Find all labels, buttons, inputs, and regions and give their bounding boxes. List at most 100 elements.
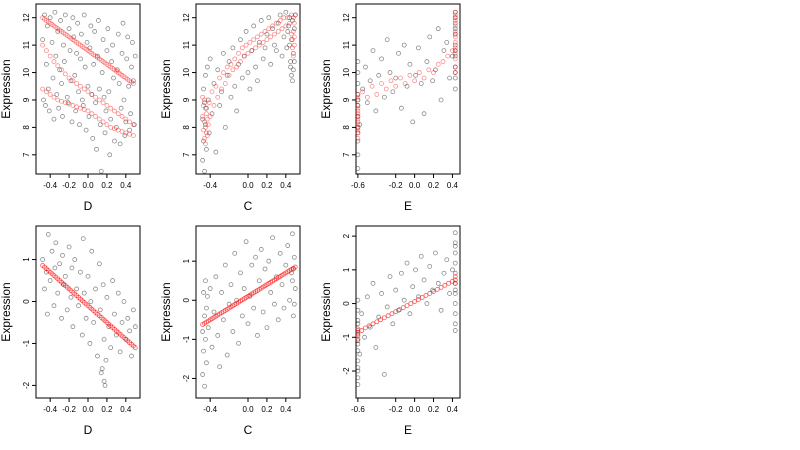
y-axis-title: Expression [0,59,13,118]
observed-point [55,290,61,296]
fitted-point [268,34,274,40]
observed-point [290,78,295,84]
fitted-point [78,105,83,111]
observed-point [97,122,103,128]
observed-point [217,364,223,370]
panel-3: 7 8 9 10 11 12 -0.6 -0.2 0.0 0.2 0.4 E Expression [319,3,461,213]
observed-point [264,31,270,37]
observed-point [452,321,458,327]
fitted-point [253,45,258,51]
observed-point [355,103,361,108]
observed-point [288,64,293,70]
observed-point [355,341,361,347]
fitted-point [55,26,61,32]
observed-point [285,243,291,248]
fitted-point [258,31,264,37]
fitted-point [130,81,136,86]
y-tick-label: 0 [22,299,31,304]
fitted-point [40,42,46,48]
observed-point [122,133,128,139]
fitted-point [452,12,458,18]
fitted-point [393,309,399,315]
observed-point [291,301,297,307]
fitted-point [89,111,95,117]
observed-point [260,309,266,315]
fitted-point [290,37,295,43]
observed-point [121,97,127,103]
fitted-point [130,122,136,128]
observed-point [66,26,72,32]
observed-point [85,83,91,89]
fitted-point [385,313,391,319]
fitted-point [355,119,361,125]
fitted-point [290,15,296,21]
fitted-point [355,111,361,117]
fitted-point [47,92,53,97]
observed-point [355,382,361,387]
observed-point [452,64,458,70]
fitted-point [89,92,95,97]
observed-point [363,64,368,70]
fitted-point [74,104,80,110]
observed-point [61,59,67,64]
observed-point [126,83,132,89]
observed-point [283,9,289,15]
observed-point [203,360,209,366]
observed-point [132,324,138,330]
fitted-point [445,53,451,59]
x-axis: -0.6 -0.2 0.0 0.2 0.4 [351,174,459,190]
fitted-point [247,39,253,45]
fitted-point [355,122,361,128]
y-axis: -2 -1 0 1 [182,258,196,382]
observed-point [398,105,404,111]
observed-point [285,29,291,34]
observed-point [415,45,421,51]
observed-point [79,97,85,103]
observed-point [74,50,80,56]
fitted-point [44,89,49,95]
x-axis-title: C [244,199,253,213]
observed-point [114,67,120,73]
observed-point [255,78,260,84]
observed-point [452,311,458,317]
observed-point [433,67,438,73]
observed-point [204,293,210,299]
fitted-point [381,315,387,321]
panel-5: -2 -1 0 1 -0.4 0.0 0.2 0.4 C Expression [159,225,301,437]
observed-point [421,111,427,117]
x-tick-label: 0.2 [261,405,273,414]
fitted-point [355,94,361,100]
fitted-point [203,111,209,117]
fitted-point [452,70,458,75]
fitted-point [366,323,372,329]
y-tick-label: -2 [342,367,351,375]
fitted-point [232,56,238,62]
fitted-point [45,19,51,25]
observed-point [110,42,115,48]
observed-point [119,50,125,56]
observed-point [49,248,55,254]
observed-point [115,31,121,37]
fitted-point [289,12,294,18]
observed-point [202,100,207,106]
observed-point [203,105,209,111]
fitted-point [452,15,458,21]
fitted-point [108,105,114,111]
y-tick-label: -2 [182,374,191,382]
observed-point [407,311,413,317]
fitted-point [243,42,249,48]
fitted-point [452,64,458,70]
y-tick-label: 1 [342,267,351,272]
observed-point [370,280,376,286]
observed-point [202,313,207,319]
observed-point [381,94,387,100]
fitted-point [266,26,272,32]
fitted-point [87,49,93,55]
observed-point [384,304,390,310]
observed-point [62,273,68,279]
fitted-point [127,119,133,125]
fitted-point [85,108,91,114]
observed-point [91,61,97,67]
observed-point [219,89,224,95]
observed-point [75,20,80,26]
